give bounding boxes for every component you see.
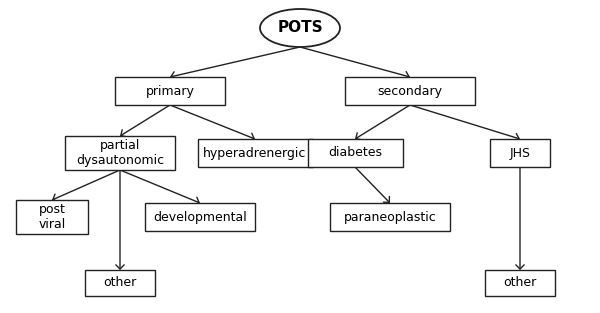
FancyBboxPatch shape bbox=[490, 139, 550, 167]
FancyBboxPatch shape bbox=[65, 136, 175, 170]
FancyBboxPatch shape bbox=[197, 139, 313, 167]
Text: other: other bbox=[503, 276, 536, 290]
FancyBboxPatch shape bbox=[485, 270, 555, 296]
FancyBboxPatch shape bbox=[115, 77, 225, 105]
Text: hyperadrenergic: hyperadrenergic bbox=[203, 146, 307, 160]
FancyBboxPatch shape bbox=[345, 77, 475, 105]
FancyBboxPatch shape bbox=[145, 203, 255, 231]
Text: JHS: JHS bbox=[509, 146, 530, 160]
Text: diabetes: diabetes bbox=[328, 146, 382, 160]
Text: POTS: POTS bbox=[277, 20, 323, 35]
Text: partial
dysautonomic: partial dysautonomic bbox=[76, 139, 164, 167]
Text: secondary: secondary bbox=[377, 85, 443, 98]
Text: other: other bbox=[103, 276, 137, 290]
Text: developmental: developmental bbox=[153, 211, 247, 223]
Text: paraneoplastic: paraneoplastic bbox=[344, 211, 436, 223]
FancyBboxPatch shape bbox=[85, 270, 155, 296]
Text: post
viral: post viral bbox=[38, 203, 65, 231]
FancyBboxPatch shape bbox=[308, 139, 403, 167]
Text: primary: primary bbox=[146, 85, 194, 98]
Ellipse shape bbox=[260, 9, 340, 47]
FancyBboxPatch shape bbox=[16, 200, 88, 234]
FancyBboxPatch shape bbox=[330, 203, 450, 231]
